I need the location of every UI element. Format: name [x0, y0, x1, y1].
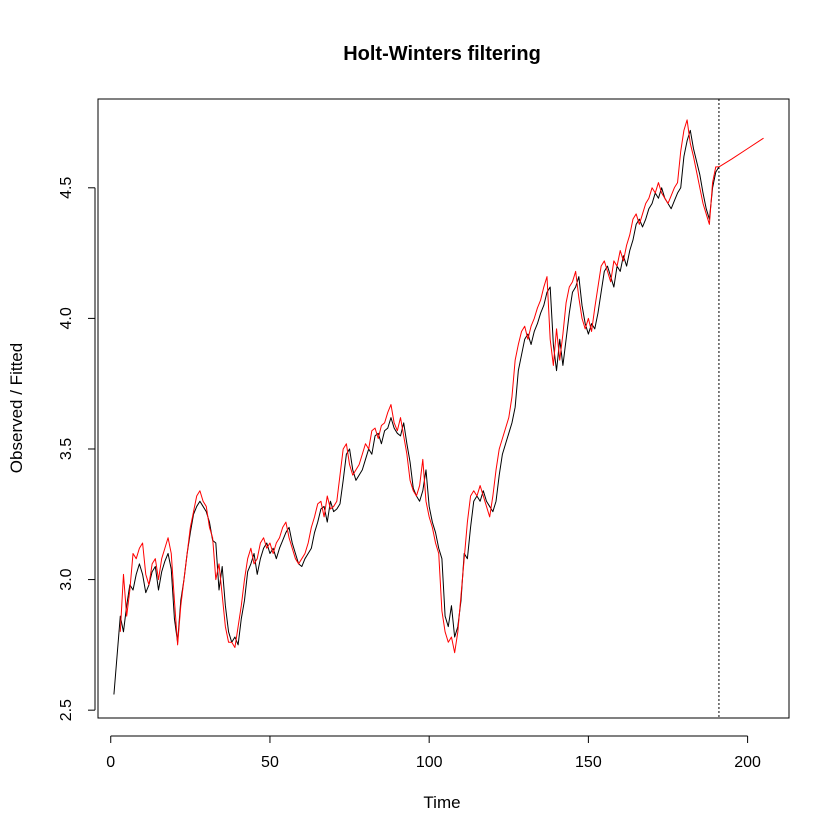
- y-tick-label: 3.0: [58, 568, 75, 590]
- x-tick-label: 100: [416, 754, 443, 771]
- x-tick-label: 0: [106, 754, 115, 771]
- x-tick-label: 50: [261, 754, 279, 771]
- y-tick-label: 4.5: [58, 177, 75, 199]
- series-layer: [113, 119, 764, 695]
- fitted-series-line: [119, 119, 764, 654]
- y-tick-label: 2.5: [58, 699, 75, 721]
- x-axis-label: Time: [423, 793, 460, 812]
- x-tick-label: 200: [734, 754, 761, 771]
- observed-series-line: [113, 129, 720, 695]
- x-axis: 0 50 100 150 200: [106, 735, 761, 771]
- x-tick-label: 150: [575, 754, 602, 771]
- plot-frame: [97, 98, 790, 719]
- y-axis: 2.5 3.0 3.5 4.0 4.5: [58, 177, 96, 721]
- y-tick-label: 3.5: [58, 438, 75, 460]
- y-tick-label: 4.0: [58, 307, 75, 329]
- y-axis-label: Observed / Fitted: [7, 343, 26, 473]
- chart-title: Holt-Winters filtering: [343, 43, 541, 65]
